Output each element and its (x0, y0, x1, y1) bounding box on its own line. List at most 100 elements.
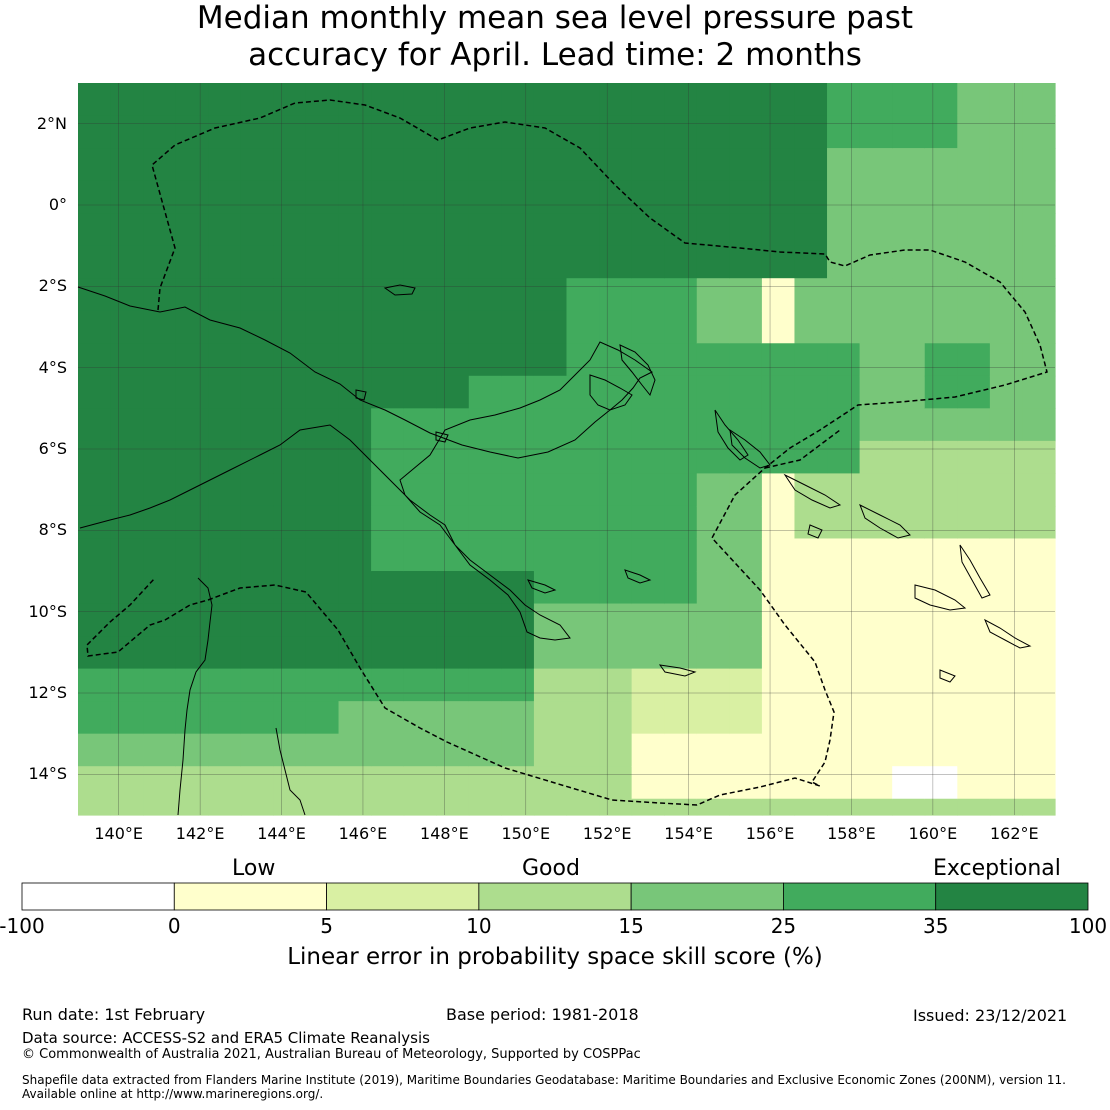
skill-cell (208, 343, 242, 377)
skill-cell (240, 538, 274, 572)
skill-cell (1022, 636, 1056, 670)
skill-cell (1022, 115, 1056, 149)
skill-cell (631, 408, 665, 442)
skill-cell (533, 636, 568, 670)
lon-tick-label: 158°E (827, 824, 876, 843)
skill-cell (78, 245, 112, 279)
skill-cell (208, 148, 242, 182)
skill-cell (240, 733, 274, 767)
skill-cell (110, 375, 144, 409)
skill-cell (240, 701, 274, 735)
skill-cell (794, 115, 828, 149)
skill-cell (208, 603, 242, 637)
skill-cell (78, 180, 112, 214)
skill-cell (957, 766, 991, 800)
skill-cell (371, 505, 405, 540)
skill-cell (305, 148, 340, 182)
skill-cell (696, 571, 730, 605)
skill-cell (501, 766, 535, 800)
skill-cell (338, 603, 372, 637)
skill-cell (175, 538, 209, 572)
colorbar-tick-label: 5 (320, 914, 333, 938)
skill-cell (566, 473, 600, 507)
skill-cell (794, 83, 828, 117)
skill-cell (664, 83, 698, 117)
skill-cell (371, 440, 405, 474)
skill-cell (631, 733, 665, 767)
skill-cell (631, 310, 665, 344)
skill-cell (143, 213, 177, 247)
skill-cell (859, 180, 893, 214)
skill-cell (175, 603, 209, 637)
skill-cell (859, 571, 893, 605)
skill-cell (208, 408, 242, 442)
skill-cell (761, 538, 796, 572)
skill-cell (501, 798, 535, 816)
skill-cell (631, 148, 665, 182)
choiseul-coast (729, 428, 771, 469)
skill-cell (729, 343, 763, 377)
skill-cell (989, 245, 1024, 279)
skill-cell (78, 571, 112, 605)
skill-cell (533, 473, 568, 507)
skill-cell (729, 148, 763, 182)
skill-cell (924, 180, 958, 214)
skill-cell (533, 798, 568, 816)
skill-cell (371, 473, 405, 507)
colorbar-bin (935, 882, 1089, 911)
skill-cell (78, 115, 112, 149)
skill-cell (794, 180, 828, 214)
skill-cell (273, 473, 307, 507)
skill-cell (403, 213, 437, 247)
skill-cell (696, 148, 730, 182)
skill-cell (599, 278, 633, 312)
skill-cell (110, 310, 144, 344)
skill-cell (273, 571, 307, 605)
skill-cell (338, 668, 372, 702)
skill-cell (1022, 310, 1056, 344)
skill-cell (501, 505, 535, 540)
skill-cell (533, 148, 568, 182)
skill-cell (403, 375, 437, 409)
skill-cell (892, 115, 926, 149)
skill-cell (338, 798, 372, 816)
skill-cell (305, 408, 340, 442)
skill-cell (859, 636, 893, 670)
skill-cell (110, 180, 144, 214)
skill-cell (240, 505, 274, 540)
skill-cell (892, 310, 926, 344)
skill-cell (599, 766, 633, 800)
skill-cell (924, 440, 958, 474)
skill-cell (501, 408, 535, 442)
skill-cell (403, 668, 437, 702)
skill-cell (1022, 180, 1056, 214)
skill-cell (305, 115, 340, 149)
skill-cell (371, 538, 405, 572)
skill-cell (957, 148, 991, 182)
skill-cell (305, 798, 340, 816)
skill-cell (305, 571, 340, 605)
skill-cell (436, 440, 470, 474)
skill-cell (892, 245, 926, 279)
skill-cell (273, 505, 307, 540)
skill-cell (78, 733, 112, 767)
skill-cell (501, 213, 535, 247)
skill-cell (827, 473, 861, 507)
skill-cell (827, 148, 861, 182)
skill-cell (208, 766, 242, 800)
skill-cell (664, 310, 698, 344)
skill-cell (566, 538, 600, 572)
skill-cell (566, 505, 600, 540)
skill-cell (143, 603, 177, 637)
skill-grid (78, 83, 1056, 816)
skill-cell (436, 636, 470, 670)
skill-cell (110, 571, 144, 605)
skill-cell (696, 636, 730, 670)
skill-cell (240, 636, 274, 670)
skill-cell (468, 213, 502, 247)
skill-cell (338, 148, 372, 182)
skill-cell (827, 766, 861, 800)
skill-cell (566, 245, 600, 279)
skill-cell (78, 538, 112, 572)
dentrecasteaux-coast (527, 579, 557, 594)
